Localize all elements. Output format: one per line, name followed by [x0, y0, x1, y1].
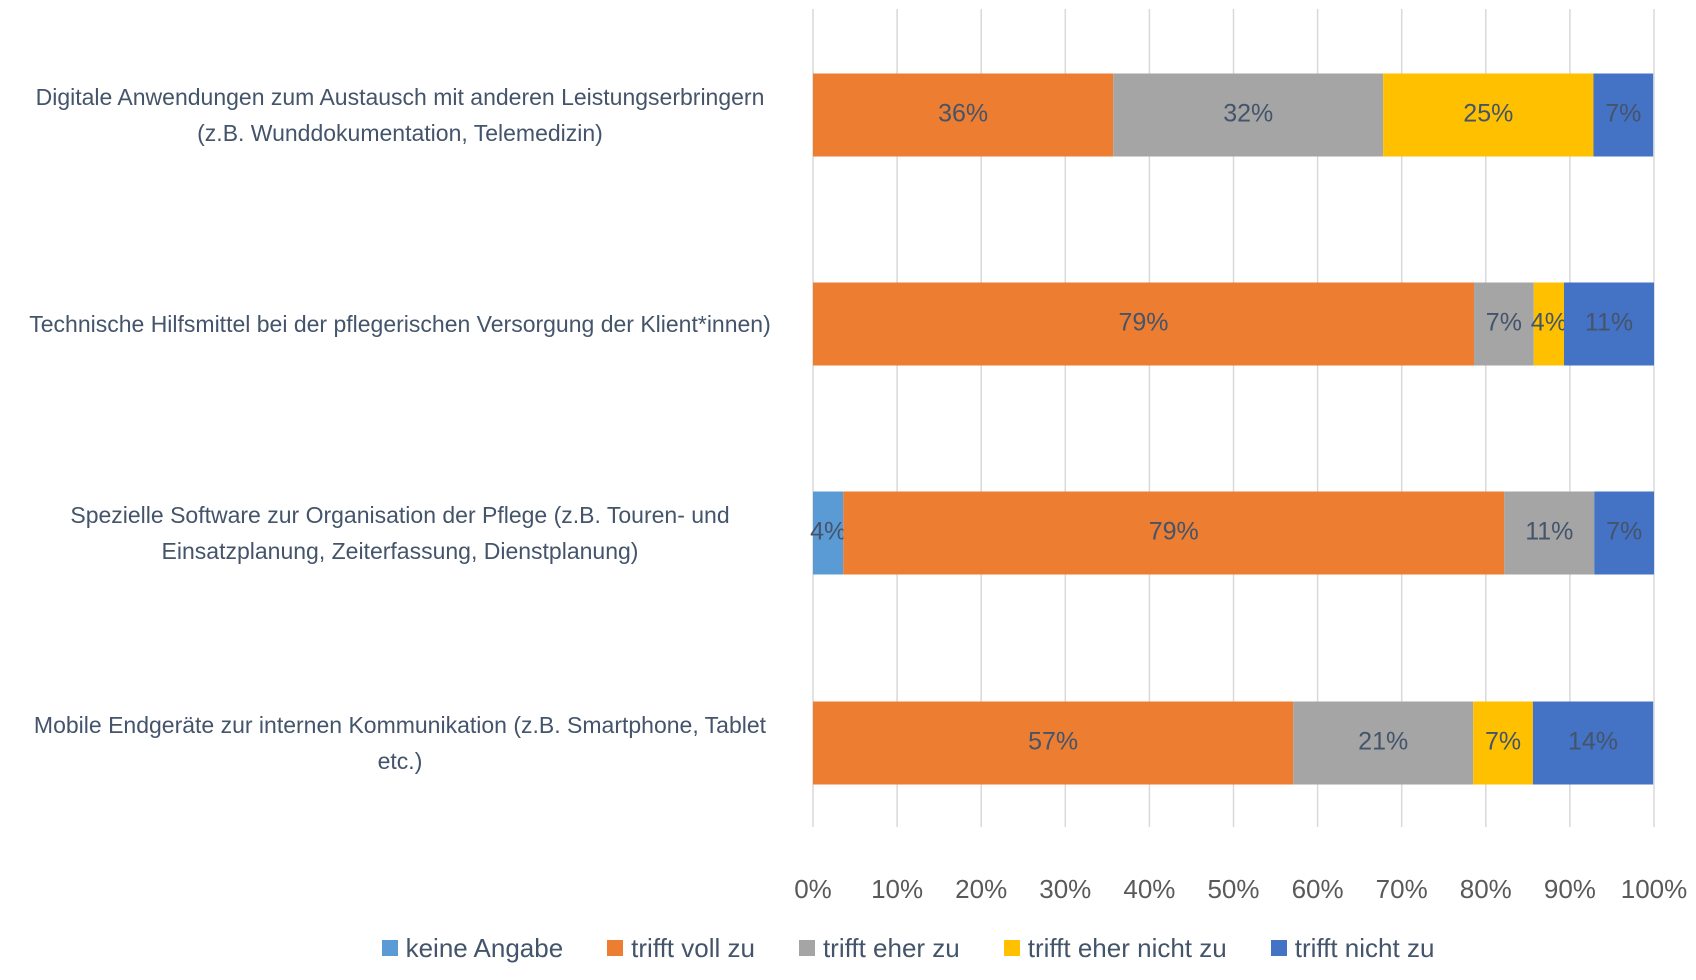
data-label: 14% [1568, 728, 1618, 756]
bar-segment [1593, 73, 1654, 157]
data-label: 7% [1486, 309, 1522, 337]
data-label: 25% [1463, 100, 1513, 128]
bar-segment [1113, 73, 1384, 157]
x-tick-label: 0% [794, 874, 832, 904]
x-tick-label: 50% [1207, 874, 1259, 904]
data-label: 21% [1358, 728, 1408, 756]
x-tick-label: 70% [1376, 874, 1428, 904]
data-label: 4% [810, 518, 846, 546]
bar-segment [1504, 491, 1595, 575]
bar-segment [843, 491, 1505, 575]
data-label: 79% [1149, 518, 1199, 546]
category-label: Mobile Endgeräte zur internen Kommunikat… [33, 712, 767, 774]
data-label: 4% [1531, 309, 1567, 337]
legend-item: trifft nicht zu [1270, 932, 1435, 964]
x-tick-label: 90% [1544, 874, 1596, 904]
data-label: 11% [1585, 309, 1633, 337]
x-tick-label: 20% [955, 874, 1007, 904]
data-label: 11% [1525, 518, 1573, 546]
bar-segment [1533, 282, 1565, 366]
data-label: 79% [1118, 309, 1168, 337]
x-tick-label: 10% [871, 874, 923, 904]
x-tick-label: 60% [1292, 874, 1344, 904]
data-label: 57% [1028, 728, 1078, 756]
x-tick-label: 80% [1460, 874, 1512, 904]
legend-label: keine Angabe [405, 932, 564, 963]
legend-swatch [1003, 940, 1020, 956]
bar-segment [1293, 701, 1474, 785]
legend-label: trifft nicht zu [1294, 932, 1435, 963]
bar-segment [1594, 491, 1654, 575]
bar-segment [1473, 701, 1533, 785]
bar-segment [813, 73, 1114, 157]
legend-label: trifft voll zu [631, 932, 755, 963]
legend-item: trifft voll zu [607, 933, 755, 964]
x-tick-label: 30% [1039, 874, 1091, 904]
legend-label: trifft eher zu [822, 932, 960, 963]
x-tick-label: 40% [1123, 874, 1175, 904]
legend-label: trifft eher nicht zu [1027, 932, 1227, 963]
legend-item: trifft eher zu [798, 932, 960, 964]
legend-swatch [381, 940, 398, 956]
category-label: Spezielle Software zur Organisation der … [70, 502, 730, 564]
bar-segment [1383, 73, 1594, 157]
legend-swatch [607, 940, 624, 956]
bar-segment [1564, 282, 1654, 366]
bar-segment [1532, 701, 1654, 785]
legend-swatch [1270, 940, 1287, 956]
bar-segment [813, 701, 1294, 785]
data-label: 7% [1605, 100, 1641, 128]
category-label: Technische Hilfsmittel bei der pflegeris… [29, 311, 771, 337]
legend-item: trifft eher nicht zu [1003, 932, 1227, 964]
legend-item: keine Angabe [381, 932, 564, 964]
bar-segment [813, 491, 844, 575]
category-label: Digitale Anwendungen zum Austausch mit a… [35, 84, 765, 146]
data-label: 7% [1606, 518, 1642, 546]
x-tick-label: 100% [1621, 874, 1688, 904]
bar-segment [1474, 282, 1534, 366]
bar-segment [813, 282, 1475, 366]
data-label: 32% [1223, 100, 1273, 128]
data-label: 36% [938, 100, 988, 128]
data-label: 7% [1485, 728, 1521, 756]
legend-swatch [798, 940, 815, 956]
legend: keine Angabe trifft voll zu trifft eher zu… [0, 928, 1696, 968]
